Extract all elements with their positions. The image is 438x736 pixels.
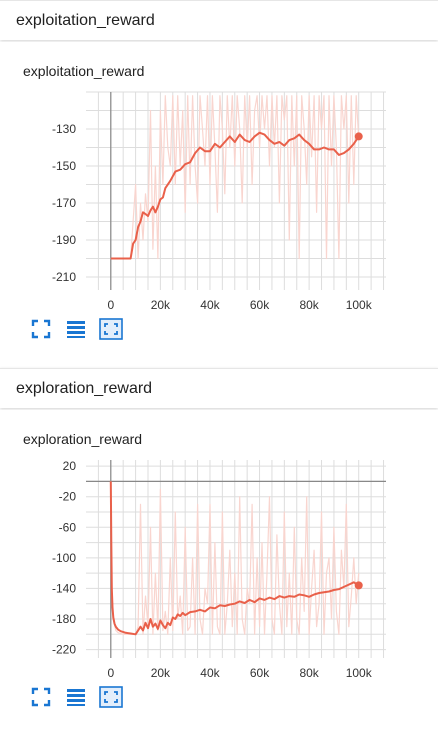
fit-screen-icon bbox=[99, 686, 123, 708]
x-tick-label: 60k bbox=[250, 298, 270, 312]
y-tick-label: -140 bbox=[52, 581, 76, 595]
fit-domain-button[interactable] bbox=[30, 686, 52, 708]
y-tick-label: -100 bbox=[52, 551, 76, 565]
x-tick-label: 100k bbox=[346, 298, 373, 312]
fit-domain-icon bbox=[31, 319, 51, 339]
y-tick-label: -20 bbox=[59, 490, 77, 504]
smoothed-series-line bbox=[110, 131, 360, 260]
y-tick-label: -130 bbox=[52, 122, 76, 136]
chart-title: exploration_reward bbox=[23, 431, 143, 447]
chart-title: exploitation_reward bbox=[23, 63, 145, 79]
section-title: exploitation_reward bbox=[16, 12, 155, 29]
fit-screen-icon bbox=[99, 318, 123, 340]
x-tick-label: 0 bbox=[107, 298, 114, 312]
chart-card-exploitation: exploitation_reward bbox=[0, 42, 438, 362]
x-tick-label: 40k bbox=[200, 666, 220, 680]
x-tick-label: 80k bbox=[299, 666, 319, 680]
x-tick-label: 100k bbox=[346, 666, 373, 680]
toggle-data-list-button[interactable] bbox=[65, 318, 87, 340]
toggle-data-list-button[interactable] bbox=[65, 686, 87, 708]
chart-exploitation-reward[interactable]: -130 -150 -170 -190 -210 0 20k 40k 60k 80k 100k bbox=[0, 0, 438, 320]
section-header-exploitation[interactable]: exploitation_reward bbox=[0, 0, 438, 40]
y-tick-label: -190 bbox=[52, 233, 76, 247]
y-tick-label: -150 bbox=[52, 159, 76, 173]
fit-screen-button[interactable] bbox=[99, 686, 123, 708]
x-tick-label: 40k bbox=[200, 298, 220, 312]
y-tick-label: -170 bbox=[52, 196, 76, 210]
y-tick-label: -210 bbox=[52, 270, 76, 284]
y-tick-label: -220 bbox=[52, 643, 76, 657]
fit-screen-button[interactable] bbox=[99, 318, 123, 340]
last-point-marker bbox=[354, 132, 363, 141]
x-tick-label: 80k bbox=[299, 298, 319, 312]
y-tick-label: 20 bbox=[63, 459, 77, 473]
fit-domain-icon bbox=[31, 687, 51, 707]
raw-series-line bbox=[110, 481, 360, 635]
data-list-icon bbox=[67, 321, 85, 338]
section-header-exploration[interactable]: exploration_reward bbox=[0, 368, 438, 408]
x-tick-label: 20k bbox=[151, 666, 171, 680]
x-tick-label: 20k bbox=[151, 298, 171, 312]
section-title: exploration_reward bbox=[16, 380, 153, 397]
x-tick-label: 0 bbox=[107, 666, 114, 680]
fit-domain-button[interactable] bbox=[30, 318, 52, 340]
y-tick-label: -60 bbox=[59, 520, 77, 534]
last-point-marker bbox=[354, 581, 363, 590]
raw-series-line bbox=[110, 95, 360, 260]
x-tick-label: 60k bbox=[250, 666, 270, 680]
chart-exploration-reward[interactable]: 20 -20 -60 -100 -140 -180 -220 0 20k 40k 60k 80k 100… bbox=[0, 368, 438, 688]
data-list-icon bbox=[67, 689, 85, 706]
smoothed-series-line bbox=[109, 481, 360, 636]
y-tick-label: -180 bbox=[52, 612, 76, 626]
